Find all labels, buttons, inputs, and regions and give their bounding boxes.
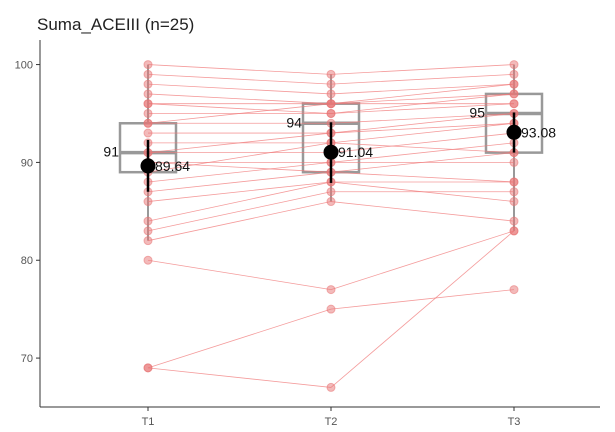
mean-point	[323, 144, 339, 160]
data-point	[509, 285, 519, 295]
y-tick-label: 70	[21, 353, 33, 365]
subject-line	[330, 289, 515, 310]
data-point	[326, 197, 336, 207]
subject-line	[147, 142, 332, 173]
subject-line	[330, 113, 515, 134]
median-label: 91	[103, 144, 119, 160]
subject-line	[147, 103, 332, 124]
data-point	[326, 187, 336, 197]
data-point	[326, 304, 336, 314]
subject-line	[147, 64, 332, 75]
subject-line	[330, 113, 515, 124]
mean-label: 91.04	[338, 144, 373, 160]
subject-line	[330, 230, 515, 290]
y-tick-label: 100	[15, 60, 33, 72]
data-point	[509, 226, 519, 236]
subject-line	[147, 103, 332, 114]
data-point	[143, 363, 153, 373]
subject-line	[330, 132, 515, 154]
subject-line	[147, 201, 332, 242]
x-tick-label: T2	[325, 416, 338, 428]
subject-line	[330, 201, 515, 222]
subject-line	[147, 73, 332, 85]
data-point	[509, 60, 519, 70]
subject-line	[147, 308, 332, 369]
data-point	[326, 79, 336, 89]
axes: 70 80 90 100 T1 T2 T3	[15, 40, 600, 428]
subject-line	[330, 83, 515, 95]
chart-title: Suma_ACEIII (n=25)	[37, 15, 194, 34]
data-point	[143, 79, 153, 89]
subject-line	[147, 93, 332, 105]
data-point	[143, 236, 153, 246]
data-point	[509, 99, 519, 109]
subject-line	[147, 259, 332, 290]
subject-line	[330, 142, 515, 154]
subject-line	[147, 162, 332, 173]
mean-point	[506, 124, 522, 140]
subject-line	[330, 83, 515, 105]
subject-line	[147, 171, 332, 193]
y-tick-label: 80	[21, 255, 33, 267]
data-point	[509, 216, 519, 226]
x-tick-label: T3	[508, 416, 521, 428]
x-tick-label: T1	[142, 416, 155, 428]
subject-line	[330, 142, 515, 163]
subject-line	[147, 191, 332, 232]
data-point	[509, 79, 519, 89]
data-point	[509, 187, 519, 197]
mean-label: 93.08	[521, 124, 556, 140]
data-point	[143, 128, 153, 138]
median-label: 95	[469, 104, 485, 120]
data-point	[326, 89, 336, 99]
data-point	[509, 197, 519, 207]
subject-line	[330, 73, 515, 85]
subject-line	[330, 230, 515, 388]
data-point	[143, 118, 153, 128]
subject-line	[147, 83, 332, 95]
subject-line	[147, 367, 332, 388]
data-point	[143, 216, 153, 226]
y-tick-label: 90	[21, 157, 33, 169]
data-point	[326, 99, 336, 109]
data-point	[143, 89, 153, 99]
subject-line	[147, 181, 332, 202]
mean-point	[140, 158, 156, 174]
data-point	[326, 285, 336, 295]
subject-line	[147, 181, 332, 222]
subject-line	[330, 181, 515, 202]
subject-line	[330, 103, 515, 114]
subject-line	[330, 122, 515, 134]
data-point	[143, 69, 153, 79]
data-point	[143, 197, 153, 207]
mean-label: 89.64	[155, 158, 190, 174]
data-point	[509, 177, 519, 187]
subject-line	[330, 93, 515, 105]
data-point	[143, 99, 153, 109]
median-label: 94	[286, 114, 302, 130]
subject-line	[147, 162, 332, 183]
data-point	[143, 60, 153, 70]
subject-line	[330, 171, 515, 183]
data-point	[509, 157, 519, 167]
data-point	[143, 226, 153, 236]
data-point	[509, 69, 519, 79]
subject-line	[330, 64, 515, 75]
plot-area: 91 94 95 89.64 91.04 93.08	[103, 60, 556, 392]
data-point	[326, 382, 336, 392]
subject-line	[147, 132, 332, 154]
subject-line	[330, 122, 515, 144]
data-point	[326, 108, 336, 118]
data-point	[326, 69, 336, 79]
data-point	[509, 89, 519, 99]
data-point	[143, 108, 153, 118]
data-point	[143, 255, 153, 265]
